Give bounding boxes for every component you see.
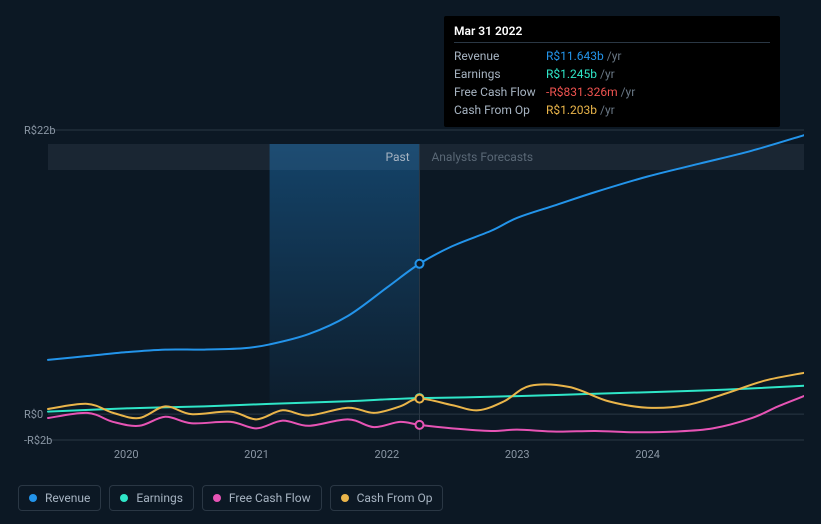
- legend-dot-icon: [213, 494, 221, 502]
- y-tick-label: R$22b: [24, 124, 56, 137]
- legend-label: Revenue: [45, 491, 90, 505]
- chart-legend: Revenue Earnings Free Cash Flow Cash From O…: [18, 485, 443, 511]
- tooltip-row: EarningsR$1.245b/yr: [454, 65, 770, 83]
- highlight-region: [270, 144, 420, 440]
- legend-item-revenue[interactable]: Revenue: [18, 485, 101, 511]
- tooltip-row-label: Earnings: [454, 67, 546, 81]
- y-tick-label: R$0: [24, 408, 43, 421]
- legend-dot-icon: [120, 494, 128, 502]
- tooltip-date: Mar 31 2022: [454, 24, 770, 43]
- x-tick-label: 2022: [375, 448, 400, 461]
- series-marker-revenue[interactable]: [415, 260, 423, 268]
- forecast-label: Analysts Forecasts: [431, 150, 533, 164]
- legend-item-fcf[interactable]: Free Cash Flow: [202, 485, 322, 511]
- legend-dot-icon: [341, 494, 349, 502]
- tooltip-row-value: R$1.203b: [546, 103, 597, 117]
- past-label: Past: [385, 150, 409, 164]
- tooltip-row-suffix: /yr: [607, 49, 622, 63]
- legend-item-earnings[interactable]: Earnings: [109, 485, 194, 511]
- legend-label: Earnings: [136, 491, 183, 505]
- x-tick-label: 2023: [505, 448, 530, 461]
- legend-item-cfo[interactable]: Cash From Op: [330, 485, 444, 511]
- tooltip-row: Free Cash Flow-R$831.326m/yr: [454, 83, 770, 101]
- tooltip-row: RevenueR$11.643b/yr: [454, 47, 770, 65]
- x-tick-label: 2024: [635, 448, 660, 461]
- series-line-cfo[interactable]: [48, 373, 804, 420]
- tooltip-row-label: Cash From Op: [454, 103, 546, 117]
- legend-label: Free Cash Flow: [229, 491, 311, 505]
- y-tick-label: -R$2b: [24, 434, 52, 447]
- tooltip-row-suffix: /yr: [600, 67, 615, 81]
- tooltip-row-value: -R$831.326m: [546, 85, 618, 99]
- tooltip-row-suffix: /yr: [621, 85, 636, 99]
- tooltip-row-value: R$11.643b: [546, 49, 604, 63]
- tooltip-row-label: Free Cash Flow: [454, 85, 546, 99]
- x-tick-label: 2021: [244, 448, 269, 461]
- series-marker-fcf[interactable]: [415, 421, 423, 429]
- x-tick-label: 2020: [114, 448, 139, 461]
- tooltip-row: Cash From OpR$1.203b/yr: [454, 101, 770, 119]
- series-marker-cfo[interactable]: [415, 395, 423, 403]
- tooltip-row-label: Revenue: [454, 49, 546, 63]
- hover-tooltip: Mar 31 2022 RevenueR$11.643b/yrEarningsR…: [444, 16, 780, 127]
- tooltip-row-suffix: /yr: [600, 103, 615, 117]
- legend-label: Cash From Op: [357, 491, 433, 505]
- tooltip-row-value: R$1.245b: [546, 67, 597, 81]
- legend-dot-icon: [29, 494, 37, 502]
